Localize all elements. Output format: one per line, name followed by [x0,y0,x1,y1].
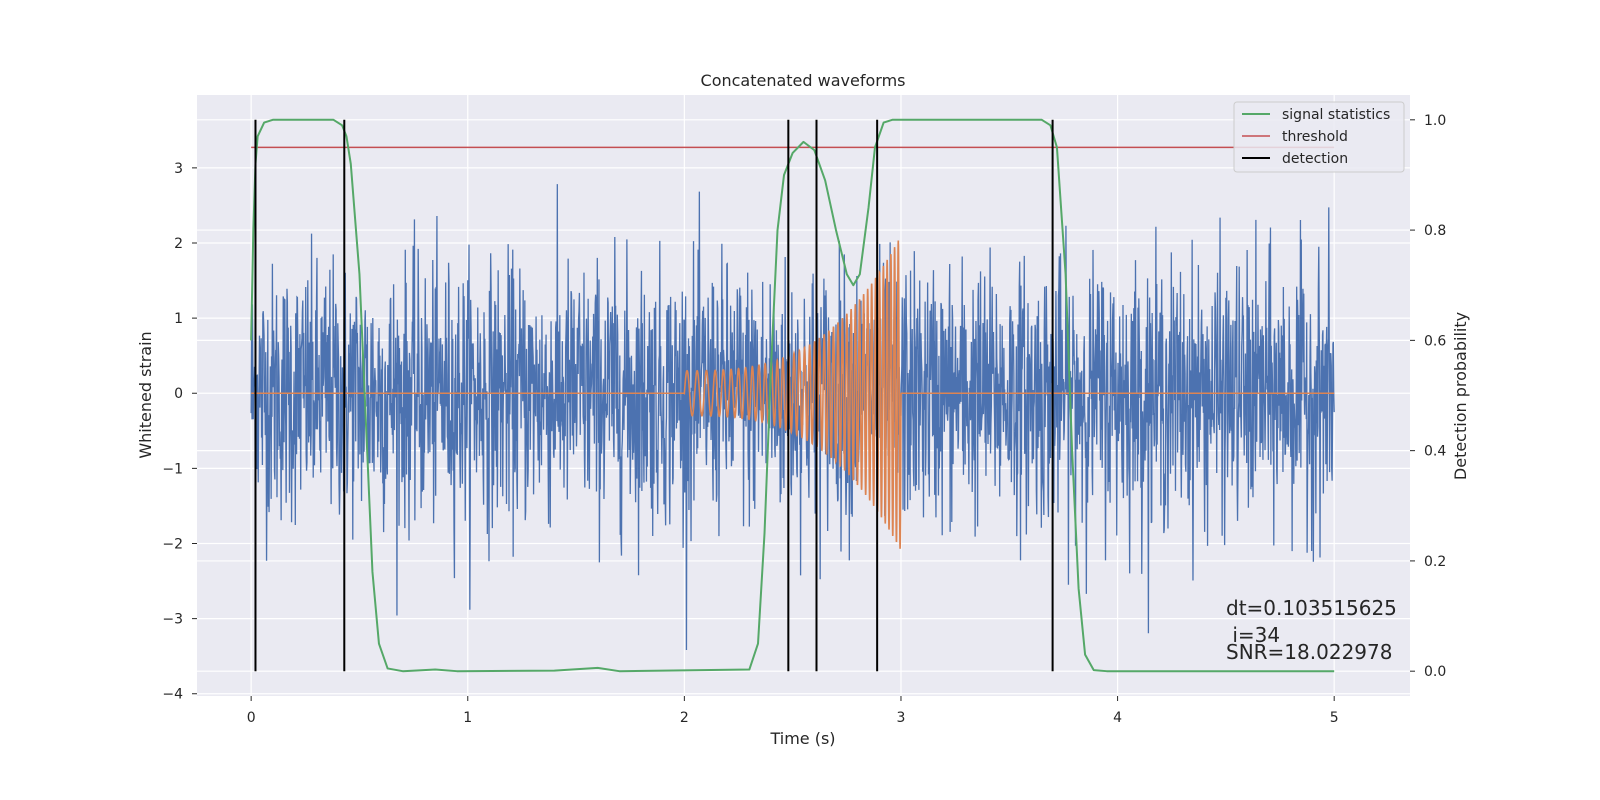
y-right-tick-label: 0.4 [1424,444,1446,460]
x-tick-label: 4 [1113,710,1122,726]
y-right-tick-label: 0.8 [1424,223,1446,239]
y-right-tick-label: 0.0 [1424,664,1446,680]
annotation-snr: SNR=18.022978 [1226,640,1392,664]
y-axis-label: Whitened strain [136,331,155,458]
x-tick-label: 2 [680,710,689,726]
legend-label-threshold: threshold [1282,129,1348,145]
x-tick-label: 0 [247,710,256,726]
y-tick-label: 0 [174,386,183,402]
chart-title: Concatenated waveforms [701,71,906,90]
y-tick-label: 3 [174,161,183,177]
annotation-dt: dt=0.103515625 [1226,596,1397,620]
y-right-tick-label: 0.2 [1424,554,1446,570]
x-tick-label: 1 [463,710,472,726]
x-tick-label: 5 [1330,710,1339,726]
legend-label-signal-statistics: signal statistics [1282,107,1390,123]
y-right-tick-label: 0.6 [1424,333,1446,349]
y-tick-label: 1 [174,311,183,327]
y-right-tick-label: 1.0 [1424,113,1446,129]
y-tick-label: 2 [174,236,183,252]
signal-statistics-series [250,118,1335,673]
y-tick-label: −1 [162,461,183,477]
signal-statistics-line [250,118,1335,673]
chirp-series [251,240,1335,549]
legend: signal statistics threshold detection [1233,101,1405,173]
ticks: 0 1 2 3 4 5 −4 −3 −2 −1 0 1 2 3 0.0 0.2 0.4 0.6 0.8 1.0 [162,113,1446,726]
y-tick-label: −4 [162,687,183,703]
annotation-i: i=34 [1226,623,1280,647]
legend-box [1233,101,1405,173]
x-tick-label: 3 [897,710,906,726]
legend-label-detection: detection [1282,151,1348,167]
y-tick-label: −2 [162,536,183,552]
chirp-line [251,240,1335,549]
detection-series [254,119,1054,672]
x-axis-label: Time (s) [769,729,835,748]
y-tick-label: −3 [162,612,183,628]
y-right-axis-label: Detection probability [1451,312,1470,480]
